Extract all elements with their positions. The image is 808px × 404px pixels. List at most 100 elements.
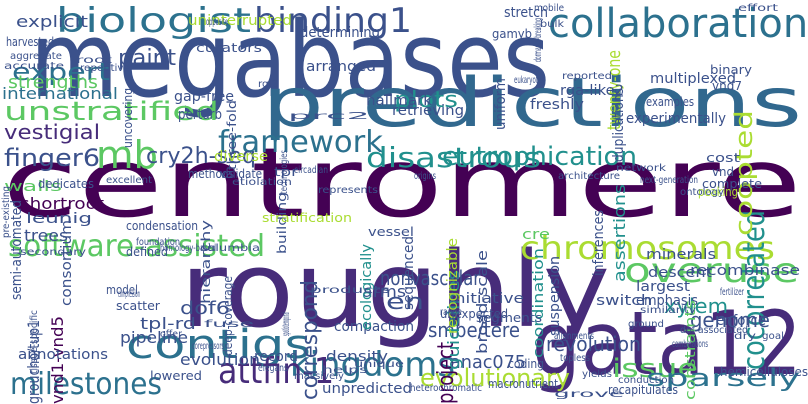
cloud-word: sparsely bbox=[646, 364, 800, 392]
cloud-word: stretch bbox=[504, 5, 549, 21]
cloud-word: xylem bbox=[664, 294, 729, 318]
cloud-word: circadian bbox=[294, 165, 328, 176]
cloud-word: prc2 bbox=[288, 111, 371, 122]
cloud-word: network bbox=[616, 163, 667, 174]
cloud-word: uncovering bbox=[121, 87, 135, 148]
cloud-word: tpr bbox=[274, 165, 299, 179]
cloud-word: compression bbox=[118, 289, 141, 300]
cloud-word: vnd bbox=[712, 165, 734, 179]
cloud-word: assertions bbox=[610, 183, 629, 282]
cloud-word: goal bbox=[762, 331, 784, 342]
cloud-word: macronutrient bbox=[488, 377, 558, 391]
cloud-word: retrieving bbox=[392, 103, 465, 119]
cloud-word: coordination bbox=[531, 247, 547, 358]
cloud-word: excellent bbox=[106, 175, 153, 186]
cloud-word: recapitulates bbox=[608, 383, 678, 397]
cloud-word: harvested bbox=[6, 35, 55, 49]
cloud-word: genome bbox=[690, 308, 770, 332]
cloud-word: predictions bbox=[262, 64, 803, 143]
cloud-word: disastrous bbox=[366, 141, 542, 174]
cloud-word: aggregate bbox=[10, 51, 62, 62]
cloud-word: dry bbox=[734, 331, 757, 342]
cloud-word: kingdoms bbox=[290, 345, 455, 385]
cloud-word: next-generation bbox=[640, 175, 699, 186]
cloud-word: gamyb bbox=[492, 27, 533, 41]
cloud-word: methods bbox=[188, 167, 235, 181]
cloud-word: unique bbox=[354, 359, 405, 370]
cloud-word: consortium bbox=[59, 219, 75, 306]
cloud-word: gata12 bbox=[532, 292, 802, 395]
cloud-word: milestones bbox=[10, 367, 162, 402]
cloud-word: complete bbox=[702, 177, 762, 191]
cloud-word: contigs bbox=[126, 322, 311, 368]
cloud-word: model bbox=[106, 283, 138, 297]
cloud-word: helps bbox=[322, 365, 369, 376]
cloud-word: emphasis bbox=[636, 293, 698, 309]
cloud-word: sequenced bbox=[401, 236, 417, 310]
cloud-word: topless bbox=[560, 353, 590, 364]
cloud-word: walls bbox=[4, 179, 63, 195]
cloud-word: hallmark bbox=[366, 93, 432, 109]
cloud-word: vnd7 bbox=[712, 79, 742, 93]
cloud-word: segments bbox=[476, 311, 543, 325]
cloud-word: pre-existing bbox=[1, 186, 12, 238]
cloud-word: conduction bbox=[618, 375, 675, 386]
cloud-word: evolutionary bbox=[420, 364, 570, 392]
cloud-word: expert bbox=[12, 58, 110, 86]
cloud-word: nonvascular bbox=[380, 266, 481, 290]
cloud-word: vestigial bbox=[4, 120, 101, 144]
cloud-word: hierarchy bbox=[199, 219, 213, 304]
cloud-word: heterochromatic bbox=[410, 383, 483, 394]
cloud-word: attfin-1 bbox=[218, 351, 335, 392]
cloud-word: eutrophication bbox=[442, 142, 637, 172]
cloud-word: multiplexed bbox=[650, 71, 736, 87]
cloud-word: paint bbox=[118, 46, 176, 71]
cloud-word: eukaryotes bbox=[514, 75, 545, 86]
cloud-word: anac075 bbox=[450, 352, 527, 373]
cloud-word: homology-based bbox=[160, 243, 217, 254]
cloud-word: enforce bbox=[716, 313, 767, 329]
cloud-word: fertilizer bbox=[720, 287, 745, 298]
cloud-word: massively bbox=[294, 371, 344, 382]
cloud-word: stratification bbox=[262, 211, 353, 225]
cloud-word: defined bbox=[126, 245, 169, 259]
cloud-word: cost bbox=[706, 151, 741, 165]
cloud-word: inferences bbox=[591, 210, 607, 276]
cloud-word: accurate bbox=[4, 61, 65, 72]
cloud-word: mb bbox=[96, 133, 158, 177]
cloud-word: dedicates bbox=[38, 177, 95, 191]
cloud-word: experimentally bbox=[626, 111, 727, 127]
cloud-word: gap-free bbox=[174, 89, 235, 105]
cloud-word: en bbox=[386, 290, 425, 315]
cloud-word: effort bbox=[738, 3, 779, 14]
cloud-word: secondary bbox=[20, 247, 87, 258]
cloud-word: software-assisted bbox=[8, 229, 266, 264]
cloud-word: biologist bbox=[56, 1, 252, 41]
cloud-word: products bbox=[310, 285, 391, 296]
cloud-word: validate bbox=[220, 167, 263, 181]
cloud-word: recombinase bbox=[690, 263, 801, 279]
cloud-word: strengths bbox=[8, 72, 98, 93]
cloud-word: tissue-specific bbox=[29, 310, 40, 374]
cloud-word: dormancy-breaking bbox=[533, 17, 544, 62]
cloud-word: shortroot bbox=[20, 194, 105, 213]
cloud-word: lowered bbox=[150, 369, 203, 383]
cloud-word: repetitive bbox=[80, 63, 130, 74]
cloud-word: coding bbox=[508, 357, 544, 371]
cloud-word: annotations bbox=[18, 347, 108, 363]
cloud-word: freshly bbox=[530, 97, 585, 113]
cloud-word: largest bbox=[636, 279, 691, 295]
cloud-word: initiative bbox=[450, 291, 524, 307]
cloud-word: centromere bbox=[2, 127, 802, 239]
cloud-word: pipeline bbox=[120, 328, 188, 347]
cloud-word: scatter bbox=[116, 299, 160, 313]
cloud-word: density bbox=[326, 349, 389, 365]
cloud-word: alignments bbox=[554, 331, 595, 342]
cloud-word: coopted bbox=[730, 110, 758, 236]
cloud-word: foundation bbox=[136, 237, 181, 248]
cloud-word: binding1 bbox=[254, 1, 413, 41]
cloud-word: binary bbox=[710, 63, 753, 77]
cloud-word: unpredicted bbox=[322, 381, 412, 397]
cloud-word: similarity bbox=[640, 305, 697, 316]
cloud-word: megabases bbox=[30, 0, 551, 121]
